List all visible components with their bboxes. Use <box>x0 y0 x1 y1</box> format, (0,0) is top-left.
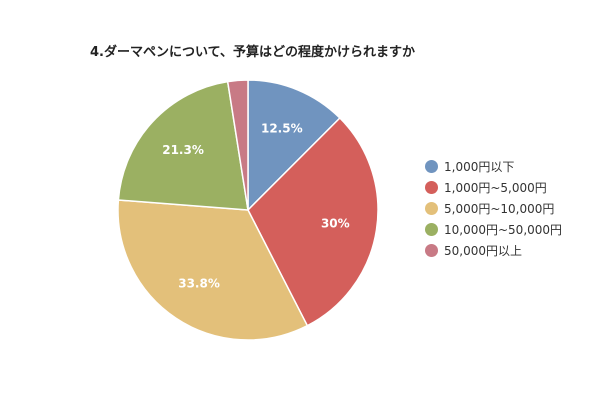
legend-item: 50,000円以上 <box>425 240 562 261</box>
legend-swatch <box>425 160 438 173</box>
slice-value-label: 33.8% <box>178 277 220 291</box>
legend-label: 50,000円以上 <box>444 244 522 258</box>
legend-item: 1,000円以下 <box>425 156 562 177</box>
pie-slice <box>226 79 249 211</box>
legend-label: 1,000円~5,000円 <box>444 181 547 195</box>
slice-value-label: 12.5% <box>261 121 303 135</box>
legend-item: 5,000円~10,000円 <box>425 198 562 219</box>
slice-value-label: 30% <box>321 217 350 231</box>
legend-swatch <box>425 181 438 194</box>
legend-label: 1,000円以下 <box>444 160 515 174</box>
pie-slice <box>117 199 309 341</box>
legend-label: 5,000円~10,000円 <box>444 202 555 216</box>
legend-item: 1,000円~5,000円 <box>425 177 562 198</box>
legend-swatch <box>425 223 438 236</box>
legend-swatch <box>425 244 438 257</box>
legend-item: 10,000円~50,000円 <box>425 219 562 240</box>
pie-slice <box>117 80 249 211</box>
pie-slice <box>247 116 379 327</box>
legend-swatch <box>425 202 438 215</box>
slice-value-label: 21.3% <box>162 143 204 157</box>
chart-title: 4.ダーマペンについて、予算はどの程度かけられますか <box>90 45 415 60</box>
legend: 1,000円以下 1,000円~5,000円 5,000円~10,000円 10,00… <box>425 156 562 261</box>
pie-slice <box>247 79 341 212</box>
legend-label: 10,000円~50,000円 <box>444 223 563 237</box>
